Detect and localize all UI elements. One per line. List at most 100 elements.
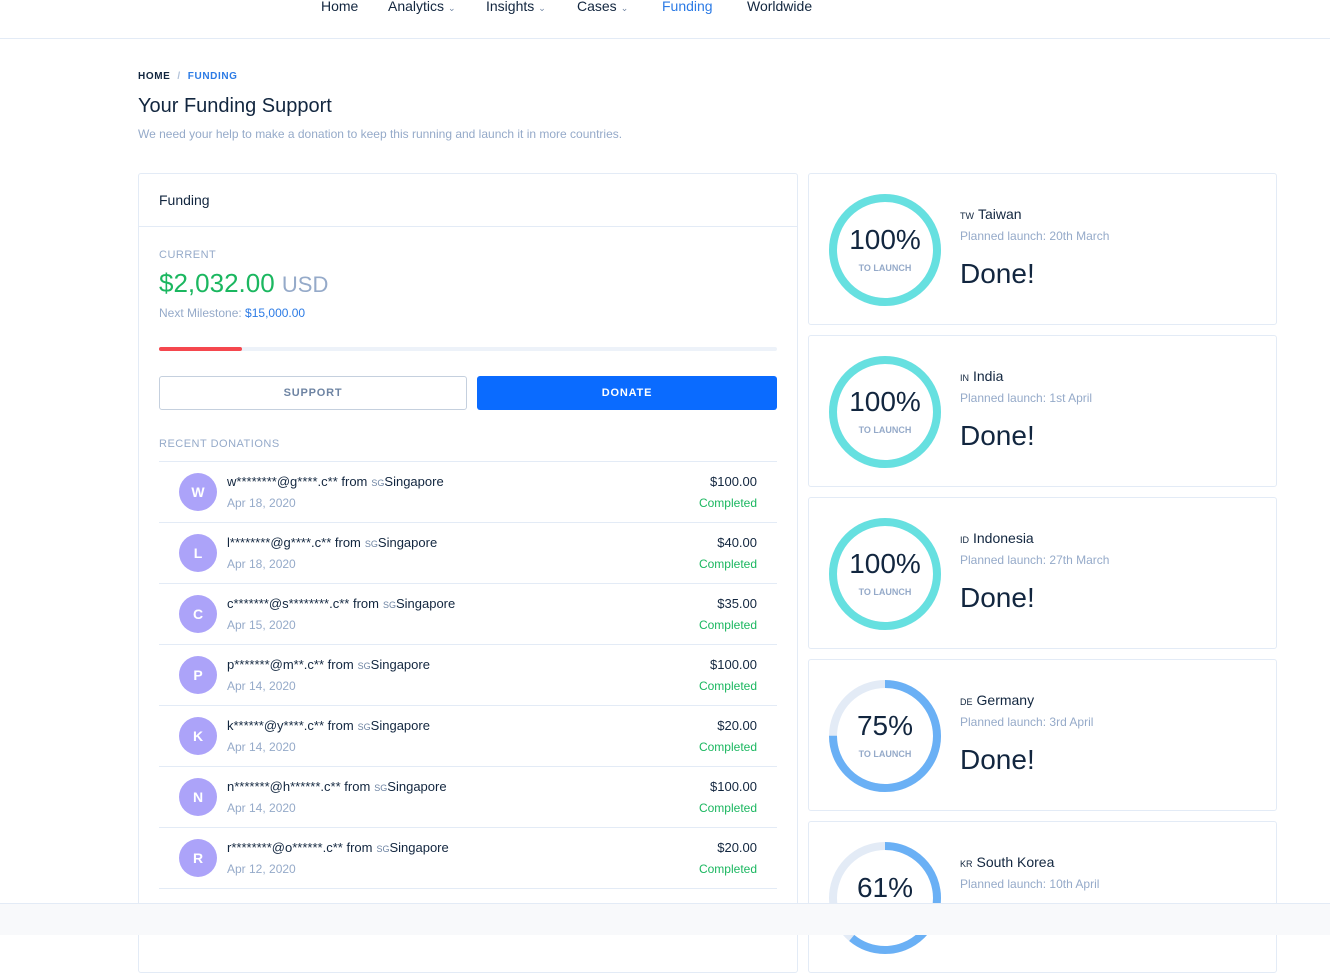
ring-fill <box>829 356 941 468</box>
from-text: from <box>341 474 368 489</box>
donations-list: W w********@g****.c** from SGSingapore Ap… <box>159 461 777 889</box>
planned-launch: Planned launch: 27th March <box>960 553 1110 567</box>
country-code: SG <box>374 783 388 793</box>
planned-launch: Planned launch: 1st April <box>960 391 1093 405</box>
nav-label: Cases <box>577 0 617 14</box>
avatar: W <box>179 473 217 511</box>
donation-row: C c*******@s********.c** from SGSingapore… <box>159 584 777 645</box>
planned-launch: Planned launch: 10th April <box>960 877 1100 891</box>
progress-ring <box>829 194 941 306</box>
nav-item-worldwide[interactable]: Worldwide <box>747 0 812 14</box>
milestone-value: $15,000.00 <box>245 306 306 320</box>
page-subtitle: We need your help to make a donation to … <box>138 127 623 141</box>
breadcrumb-home[interactable]: HOME <box>138 71 171 82</box>
percent-label: 75% <box>856 710 914 741</box>
country-name: ID Indonesia <box>960 530 1034 546</box>
funding-progress-fill <box>159 347 243 351</box>
nav-label: Funding <box>662 0 713 14</box>
donor-country: Singapore <box>389 840 449 855</box>
nav-item-analytics[interactable]: Analytics ⌄ <box>388 0 456 14</box>
progress-ring <box>829 356 941 468</box>
currency: USD <box>281 272 329 297</box>
donation-amount: $35.00 <box>717 596 757 611</box>
country-code: SG <box>357 722 371 732</box>
footer-bar <box>0 903 1330 935</box>
from-text: from <box>346 840 373 855</box>
nav-item-cases[interactable]: Cases ⌄ <box>577 0 628 14</box>
donation-status: Completed <box>698 740 757 754</box>
percent-label: 100% <box>849 224 921 255</box>
donation-date: Apr 18, 2020 <box>227 496 296 510</box>
donation-row: L l********@g****.c** from SGSingapore Ap… <box>159 523 777 584</box>
nav-item-funding[interactable]: Funding <box>662 0 713 14</box>
percent-label: 61% <box>856 872 914 903</box>
page-title: Your Funding Support <box>138 95 332 117</box>
funding-card-title: Funding <box>139 174 797 227</box>
donor: w********@g****.c** from SGSingapore <box>227 474 444 489</box>
donation-row: K k******@y****.c** from SGSingapore Apr … <box>159 706 777 767</box>
ring-fill <box>829 680 941 792</box>
country-code: SG <box>382 600 396 610</box>
donation-status: Completed <box>698 801 757 815</box>
from-text: from <box>327 718 354 733</box>
donation-row: P p*******@m**.c** from SGSingapore Apr 1… <box>159 645 777 706</box>
milestone-label: Next Milestone: <box>159 306 242 320</box>
country-label: South Korea <box>976 854 1055 870</box>
donation-row: R r********@o******.c** from SGSingapore … <box>159 828 777 889</box>
donor: c*******@s********.c** from SGSingapore <box>227 596 455 611</box>
donor-country: Singapore <box>384 474 444 489</box>
donor-country: Singapore <box>370 718 430 733</box>
country-label: Indonesia <box>973 530 1034 546</box>
nav-item-home[interactable]: Home <box>321 0 358 14</box>
country-name: IN India <box>960 368 1003 384</box>
nav-label: Home <box>321 0 359 14</box>
donate-button[interactable]: DONATE <box>477 376 777 410</box>
support-button[interactable]: SUPPORT <box>159 376 467 410</box>
nav-item-insights[interactable]: Insights ⌄ <box>486 0 546 14</box>
ring-fill <box>829 518 941 630</box>
recent-donations-label: RECENT DONATIONS <box>159 438 280 450</box>
country-label: India <box>973 368 1004 384</box>
donor: l********@g****.c** from SGSingapore <box>227 535 437 550</box>
to-launch-label: TO LAUNCH <box>858 587 912 597</box>
donation-date: Apr 14, 2020 <box>227 679 296 693</box>
chevron-down-icon: ⌄ <box>538 3 546 13</box>
donation-amount: $100.00 <box>710 657 757 672</box>
country-code: ID <box>960 535 969 545</box>
donation-row: W w********@g****.c** from SGSingapore Ap… <box>159 462 777 523</box>
country-code: TW <box>960 211 974 221</box>
percent-label: 100% <box>849 548 921 579</box>
donor-email: l********@g****.c** <box>227 535 332 550</box>
from-text: from <box>352 596 379 611</box>
donor: p*******@m**.c** from SGSingapore <box>227 657 430 672</box>
chevron-down-icon: ⌄ <box>448 3 456 13</box>
donor-email: w********@g****.c** <box>227 474 338 489</box>
country-code: KR <box>960 859 973 869</box>
donation-amount: $100.00 <box>710 474 757 489</box>
country-code: SG <box>376 844 390 854</box>
donor-country: Singapore <box>377 535 438 550</box>
country-card-india: 100% TO LAUNCH IN India Planned launch: 1… <box>808 335 1277 487</box>
country-name: KR South Korea <box>960 854 1054 870</box>
avatar: L <box>179 534 217 572</box>
from-text: from <box>344 779 371 794</box>
donation-date: Apr 14, 2020 <box>227 740 296 754</box>
nav-label: Insights <box>486 0 535 14</box>
to-launch-label: TO LAUNCH <box>858 749 912 759</box>
donation-amount: $100.00 <box>710 779 757 794</box>
breadcrumb-separator: / <box>177 71 181 82</box>
country-label: Germany <box>976 692 1035 708</box>
to-launch-label: TO LAUNCH <box>858 263 912 273</box>
avatar: C <box>179 595 217 633</box>
donation-status: Completed <box>698 862 757 876</box>
to-launch-label: TO LAUNCH <box>858 425 912 435</box>
current-label: CURRENT <box>159 249 217 261</box>
launch-status: Done! <box>960 258 1035 289</box>
chevron-down-icon: ⌄ <box>620 3 629 13</box>
country-label: Taiwan <box>978 206 1022 222</box>
top-nav: Home Analytics ⌄ Insights ⌄ Cases ⌄ Funding Worl… <box>0 0 1330 39</box>
avatar: N <box>179 778 217 816</box>
country-code: SG <box>357 661 371 671</box>
next-milestone: Next Milestone: $15,000.00 <box>159 306 305 320</box>
